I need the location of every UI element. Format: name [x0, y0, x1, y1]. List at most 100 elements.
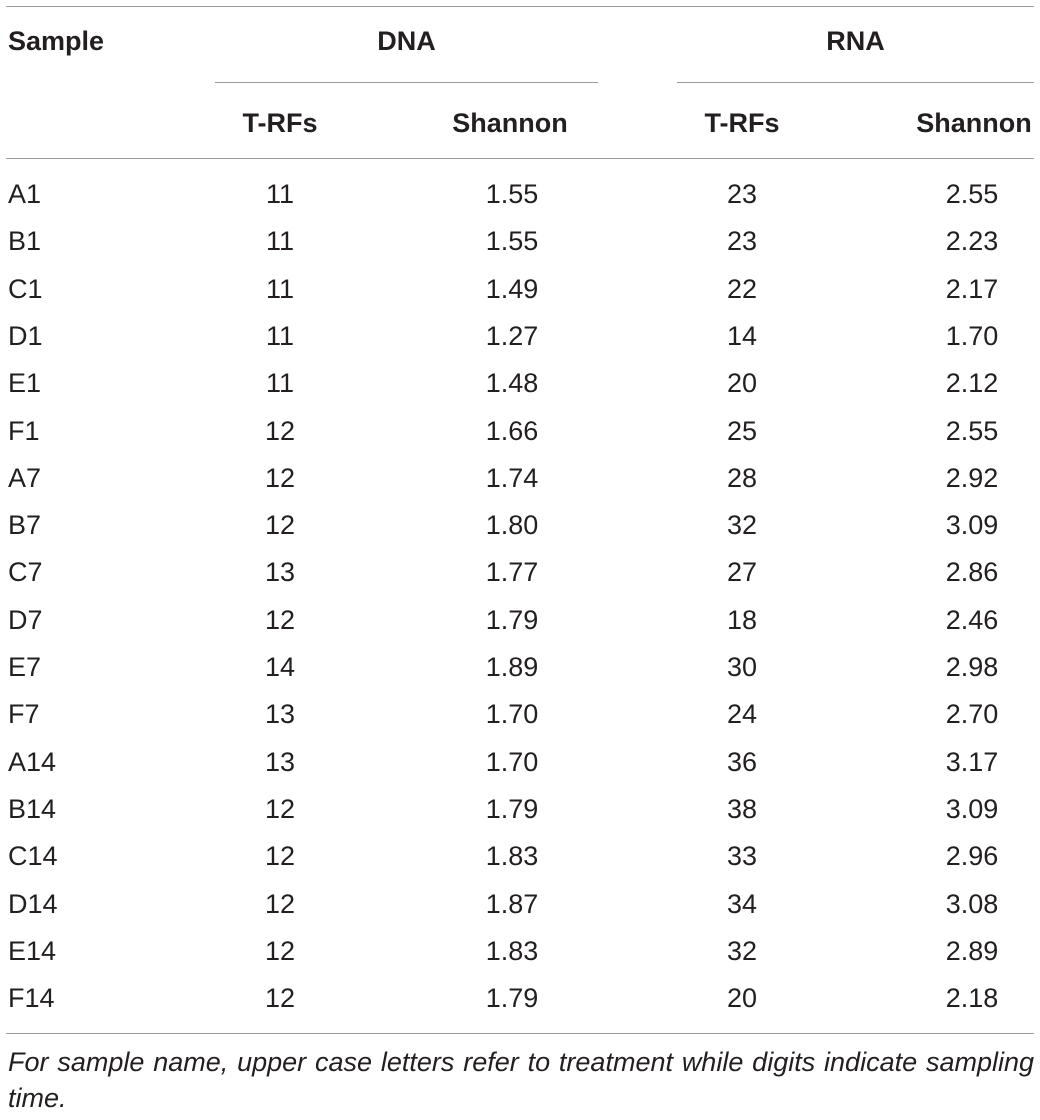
cell-sample: C1 — [8, 274, 43, 304]
cell-sample: E7 — [8, 652, 42, 682]
cell-dna-trfs: 12 — [264, 936, 296, 966]
cell-sample: E1 — [8, 368, 42, 398]
cell-rna-shannon: 2.23 — [945, 226, 999, 256]
cell-rna-shannon: 1.70 — [945, 321, 999, 351]
cell-sample: E14 — [8, 936, 57, 966]
cell-rna-trfs: 20 — [726, 983, 758, 1013]
cell-dna-trfs: 11 — [265, 179, 295, 209]
cell-dna-shannon: 1.80 — [485, 510, 539, 540]
cell-dna-trfs: 14 — [264, 652, 296, 682]
cell-rna-shannon: 2.92 — [945, 463, 999, 493]
cell-rna-trfs: 32 — [726, 936, 758, 966]
cell-rna-shannon: 2.96 — [945, 841, 999, 871]
cell-rna-shannon: 2.98 — [945, 652, 999, 682]
cell-rna-trfs: 23 — [726, 226, 758, 256]
cell-rna-trfs: 14 — [726, 321, 758, 351]
cell-dna-trfs: 12 — [264, 841, 296, 871]
table-footnote: For sample name, upper case letters refe… — [8, 1047, 1034, 1113]
table-bottom-rule — [6, 1033, 1034, 1034]
cell-rna-trfs: 23 — [726, 179, 758, 209]
cell-sample: A14 — [8, 747, 57, 777]
cell-rna-trfs: 25 — [726, 416, 758, 446]
cell-dna-trfs: 12 — [264, 416, 296, 446]
cell-rna-trfs: 27 — [726, 557, 758, 587]
cell-dna-trfs: 11 — [265, 321, 295, 351]
cell-dna-shannon: 1.66 — [485, 416, 539, 446]
cell-dna-shannon: 1.70 — [485, 747, 539, 777]
cell-sample: B7 — [8, 510, 42, 540]
cell-dna-trfs: 11 — [265, 226, 295, 256]
cell-dna-trfs: 12 — [264, 605, 296, 635]
top-rule — [6, 6, 1034, 7]
cell-dna-shannon: 1.74 — [485, 463, 539, 493]
cell-dna-shannon: 1.48 — [485, 368, 539, 398]
cell-sample: A1 — [8, 179, 42, 209]
cell-rna-trfs: 28 — [726, 463, 758, 493]
cell-dna-shannon: 1.27 — [485, 321, 539, 351]
cell-dna-shannon: 1.83 — [485, 936, 539, 966]
cell-rna-shannon: 2.18 — [945, 983, 999, 1013]
cell-rna-shannon: 2.70 — [945, 699, 999, 729]
cell-dna-shannon: 1.70 — [485, 699, 539, 729]
cell-sample: A7 — [8, 463, 42, 493]
cell-dna-shannon: 1.79 — [485, 605, 539, 635]
rna-group-rule — [677, 82, 1034, 83]
cell-sample: C14 — [8, 841, 58, 871]
header-dna: DNA — [377, 26, 436, 56]
cell-rna-trfs: 36 — [726, 747, 758, 777]
cell-rna-trfs: 32 — [726, 510, 758, 540]
cell-rna-shannon: 2.55 — [945, 179, 999, 209]
cell-dna-trfs: 12 — [264, 889, 296, 919]
cell-rna-trfs: 34 — [726, 889, 758, 919]
header-sample: Sample — [8, 26, 105, 56]
cell-rna-trfs: 20 — [726, 368, 758, 398]
cell-rna-shannon: 2.86 — [945, 557, 999, 587]
header-rna: RNA — [826, 26, 885, 56]
header-rna-shannon: Shannon — [916, 108, 1032, 138]
cell-rna-trfs: 22 — [726, 274, 758, 304]
cell-rna-shannon: 3.08 — [945, 889, 999, 919]
cell-sample: C7 — [8, 557, 43, 587]
cell-rna-shannon: 3.17 — [945, 747, 999, 777]
cell-dna-trfs: 13 — [264, 699, 296, 729]
cell-rna-trfs: 30 — [726, 652, 758, 682]
cell-sample: D7 — [8, 605, 43, 635]
cell-dna-shannon: 1.79 — [485, 983, 539, 1013]
cell-dna-shannon: 1.83 — [485, 841, 539, 871]
cell-dna-shannon: 1.55 — [485, 226, 539, 256]
header-bottom-rule — [6, 158, 1034, 159]
cell-dna-trfs: 13 — [264, 747, 296, 777]
cell-dna-shannon: 1.55 — [485, 179, 539, 209]
header-rna-trfs: T-RFs — [704, 108, 780, 138]
cell-dna-shannon: 1.87 — [485, 889, 539, 919]
cell-sample: B14 — [8, 794, 57, 824]
cell-dna-trfs: 12 — [264, 510, 296, 540]
cell-dna-shannon: 1.79 — [485, 794, 539, 824]
cell-rna-shannon: 2.12 — [945, 368, 999, 398]
cell-dna-shannon: 1.89 — [485, 652, 539, 682]
cell-sample: F14 — [8, 983, 55, 1013]
cell-sample: D14 — [8, 889, 58, 919]
header-dna-shannon: Shannon — [452, 108, 568, 138]
cell-rna-shannon: 2.55 — [945, 416, 999, 446]
cell-rna-shannon: 2.89 — [945, 936, 999, 966]
cell-dna-shannon: 1.49 — [485, 274, 539, 304]
cell-rna-shannon: 3.09 — [945, 510, 999, 540]
cell-dna-trfs: 12 — [264, 983, 296, 1013]
cell-sample: F1 — [8, 416, 40, 446]
cell-rna-trfs: 24 — [726, 699, 758, 729]
header-dna-trfs: T-RFs — [242, 108, 318, 138]
cell-rna-trfs: 33 — [726, 841, 758, 871]
cell-dna-trfs: 13 — [264, 557, 296, 587]
cell-rna-trfs: 18 — [726, 605, 758, 635]
cell-dna-trfs: 11 — [265, 368, 295, 398]
cell-sample: B1 — [8, 226, 42, 256]
cell-dna-trfs: 12 — [264, 794, 296, 824]
cell-rna-trfs: 38 — [726, 794, 758, 824]
cell-rna-shannon: 2.17 — [945, 274, 999, 304]
cell-sample: F7 — [8, 699, 40, 729]
cell-dna-trfs: 12 — [264, 463, 296, 493]
cell-rna-shannon: 2.46 — [945, 605, 999, 635]
cell-dna-trfs: 11 — [265, 274, 295, 304]
cell-rna-shannon: 3.09 — [945, 794, 999, 824]
